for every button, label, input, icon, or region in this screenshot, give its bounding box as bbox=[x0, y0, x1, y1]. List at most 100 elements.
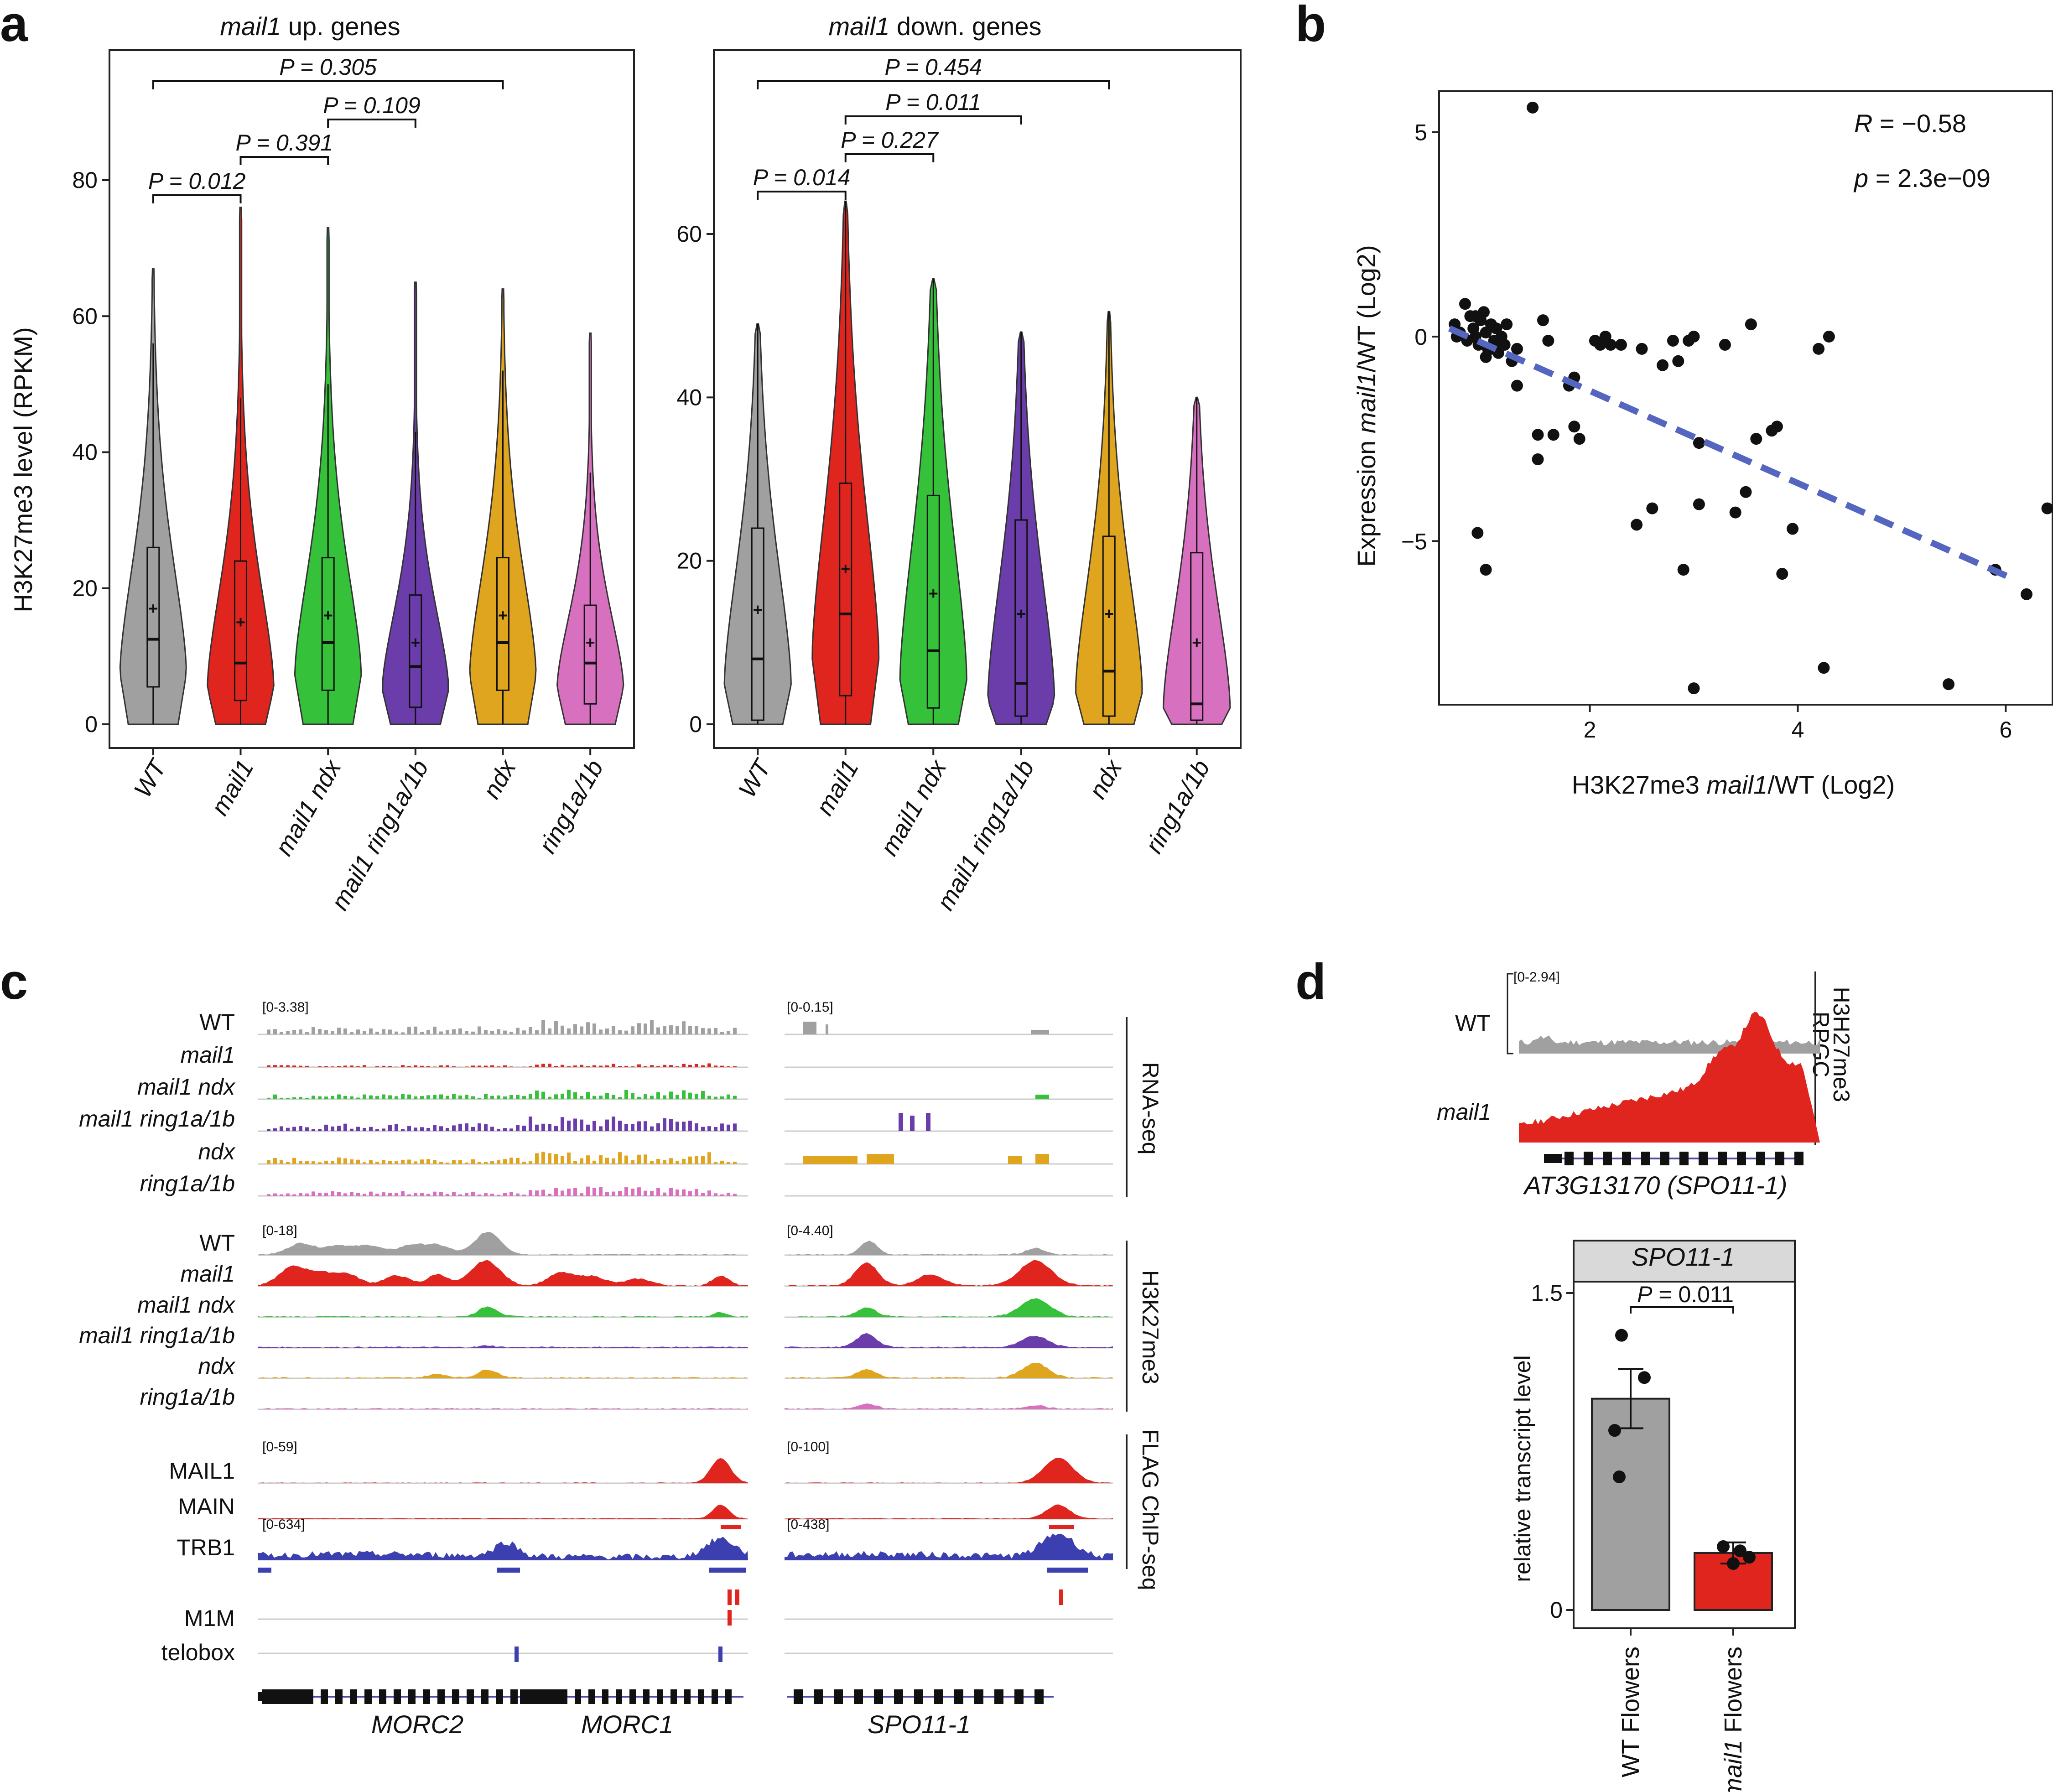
iqr-box bbox=[1190, 552, 1204, 721]
rna-bar bbox=[567, 1090, 571, 1099]
replicate-point bbox=[1743, 1551, 1756, 1564]
rna-bar bbox=[356, 1029, 360, 1034]
rna-bar bbox=[292, 1194, 296, 1196]
rna-bar bbox=[350, 1065, 353, 1067]
rna-bar bbox=[733, 1162, 737, 1164]
rna-bar bbox=[509, 1095, 513, 1099]
rna-bar bbox=[656, 1027, 660, 1034]
rna-bar bbox=[910, 1116, 915, 1131]
rna-bar bbox=[458, 1123, 462, 1131]
iqr-box bbox=[234, 560, 247, 701]
rna-bar bbox=[478, 1097, 481, 1099]
rna-bar bbox=[573, 1092, 577, 1099]
rna-bar bbox=[733, 1096, 737, 1099]
rna-bar bbox=[516, 1095, 520, 1099]
panel-letter-c: c bbox=[0, 954, 28, 1010]
rna-bar bbox=[312, 1129, 315, 1131]
rna-bar bbox=[426, 1029, 430, 1034]
rna-bar bbox=[669, 1119, 673, 1131]
motif-mark bbox=[718, 1647, 722, 1662]
scatter-point bbox=[2021, 588, 2033, 600]
track-label: mail1 ndx bbox=[137, 1292, 236, 1318]
rna-bar bbox=[682, 1122, 686, 1131]
gene-exon bbox=[670, 1689, 677, 1704]
chip-coverage bbox=[258, 1537, 748, 1560]
rna-bar bbox=[567, 1028, 571, 1034]
rna-bar bbox=[446, 1030, 449, 1034]
rna-bar bbox=[605, 1192, 609, 1196]
rna-bar bbox=[292, 1158, 296, 1164]
rna-bar bbox=[465, 1095, 468, 1099]
rna-bar bbox=[561, 1065, 564, 1067]
mean-mark: + bbox=[236, 613, 245, 631]
gene-exon bbox=[834, 1689, 843, 1704]
gene-exon bbox=[684, 1689, 691, 1704]
category-label: ring1a/1b bbox=[1140, 755, 1216, 858]
rna-bar bbox=[356, 1193, 360, 1196]
rna-bar bbox=[522, 1195, 526, 1196]
gene-exon bbox=[496, 1689, 503, 1704]
h3k27me3-coverage bbox=[785, 1363, 1113, 1378]
plot-frame bbox=[1438, 90, 2053, 706]
rna-bar bbox=[292, 1065, 296, 1067]
rna-bar bbox=[688, 1121, 692, 1131]
h3k27me3-coverage bbox=[258, 1231, 748, 1255]
gene-exon bbox=[1718, 1152, 1727, 1165]
rna-bar bbox=[478, 1123, 481, 1131]
scatter-point bbox=[1813, 343, 1825, 355]
rna-bar bbox=[669, 1158, 673, 1164]
rna-bar bbox=[407, 1159, 411, 1164]
rna-bar bbox=[324, 1192, 328, 1196]
rna-bar bbox=[356, 1066, 360, 1067]
y-tick-label: 20 bbox=[676, 548, 702, 574]
rna-bar bbox=[535, 1030, 539, 1034]
rna-bar bbox=[273, 1065, 277, 1067]
rna-bar bbox=[605, 1065, 609, 1067]
rna-bar bbox=[644, 1190, 647, 1196]
rna-bar bbox=[714, 1193, 717, 1196]
rna-bar bbox=[471, 1065, 475, 1067]
rna-bar bbox=[458, 1028, 462, 1034]
rna-bar bbox=[669, 1065, 673, 1067]
rna-bar bbox=[701, 1127, 705, 1131]
rna-bar bbox=[331, 1160, 334, 1164]
panel-letter-a: a bbox=[0, 0, 28, 52]
rna-bar bbox=[267, 1160, 270, 1164]
rna-bar bbox=[541, 1152, 545, 1164]
replicate-point bbox=[1615, 1329, 1628, 1342]
rna-bar bbox=[452, 1192, 456, 1196]
rna-bar bbox=[356, 1097, 360, 1099]
gene-exon bbox=[1699, 1152, 1708, 1165]
rna-bar bbox=[663, 1026, 666, 1034]
gene-exon bbox=[874, 1689, 883, 1704]
d-side-label-1: H3H27me3 bbox=[1829, 987, 1854, 1102]
d-scale: [0-2.94] bbox=[1513, 970, 1560, 985]
rna-bar bbox=[324, 1096, 328, 1099]
scatter-point bbox=[1729, 506, 1741, 519]
rna-bar bbox=[624, 1155, 628, 1164]
rna-bar bbox=[299, 1065, 302, 1067]
rna-bar bbox=[701, 1156, 705, 1164]
gene-utr bbox=[1544, 1154, 1562, 1163]
rna-bar bbox=[497, 1066, 500, 1067]
rna-bar bbox=[586, 1124, 590, 1131]
gene-exon bbox=[1660, 1152, 1669, 1165]
rna-bar bbox=[548, 1153, 551, 1164]
rna-bar bbox=[701, 1193, 705, 1196]
rna-bar bbox=[803, 1156, 858, 1164]
peak-call bbox=[1047, 1568, 1088, 1573]
rna-bar bbox=[280, 1032, 283, 1034]
rna-bar bbox=[561, 1156, 564, 1164]
rna-bar bbox=[535, 1124, 539, 1131]
rna-bar bbox=[401, 1094, 405, 1099]
rna-bar bbox=[586, 1186, 590, 1196]
track-label: mail1 ring1a/1b bbox=[79, 1323, 235, 1348]
category-label: ring1a/1b bbox=[534, 755, 609, 858]
rna-bar bbox=[541, 1123, 545, 1131]
rna-bar bbox=[561, 1025, 564, 1034]
category-label: mail1 ndx bbox=[875, 754, 952, 860]
rna-bar bbox=[426, 1159, 430, 1164]
category-label: mail1 ring1a/1b bbox=[326, 755, 434, 915]
scatter-point bbox=[1532, 429, 1544, 441]
rna-bar bbox=[433, 1124, 437, 1131]
